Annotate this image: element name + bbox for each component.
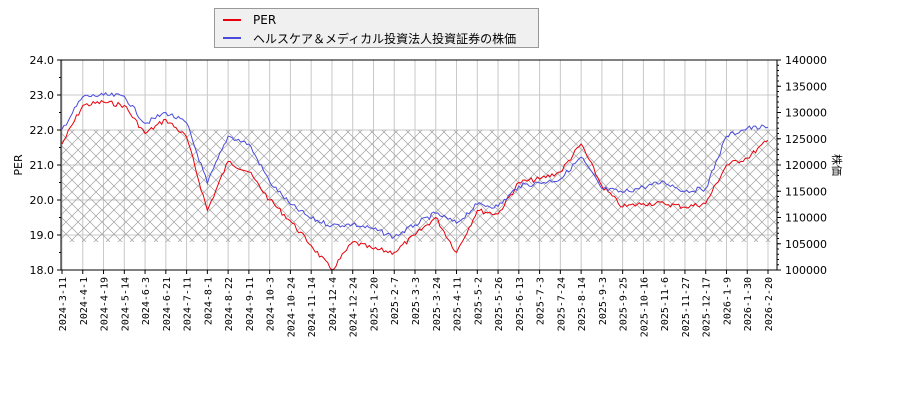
x-tick-label: 2025-8-14: [577, 277, 588, 331]
left-axis-label: PER: [12, 154, 25, 176]
x-tick-label: 2024-9-11: [245, 277, 256, 331]
left-tick-label: 19.0: [30, 229, 55, 242]
right-y-axis: 140000 135000 130000 125000 120000 115000 1100…: [777, 54, 827, 277]
legend-item-price: ヘルスケア＆メディカル投資法人投資証券の株価: [223, 29, 516, 47]
right-tick-label: 115000: [785, 185, 827, 198]
left-tick-label: 18.0: [30, 264, 55, 277]
right-tick-label: 100000: [785, 264, 827, 277]
x-tick-label: 2025-11-27: [681, 277, 692, 337]
left-tick-label: 24.0: [30, 54, 55, 67]
right-tick-label: 125000: [785, 133, 827, 146]
x-tick-label: 2025-6-13: [515, 277, 526, 331]
left-tick-label: 22.0: [30, 124, 55, 137]
x-tick-label: 2026-1-9: [722, 277, 733, 325]
right-axis-label: 株価: [830, 154, 844, 176]
left-tick-label: 23.0: [30, 89, 55, 102]
right-tick-label: 140000: [785, 54, 827, 67]
right-tick-label: 120000: [785, 159, 827, 172]
x-tick-label: 2025-7-3: [536, 277, 547, 325]
x-tick-label: 2024-10-3: [266, 277, 277, 331]
price-line: [61, 92, 769, 240]
left-y-axis: 24.0 23.0 22.0 21.0 20.0 19.0 18.0: [30, 54, 61, 277]
legend-item-per: PER: [223, 11, 276, 29]
x-tick-label: 2026-2-20: [764, 277, 775, 331]
legend-label-per: PER: [253, 13, 277, 27]
x-tick-label: 2024-8-1: [203, 277, 214, 325]
right-tick-label: 105000: [785, 238, 827, 251]
x-tick-label: 2026-1-30: [743, 277, 754, 331]
x-tick-label: 2025-3-3: [411, 277, 422, 325]
x-tick-label: 2025-12-17: [702, 277, 713, 337]
price-line-swatch-icon: [223, 37, 241, 39]
x-tick-label: 2025-5-26: [494, 277, 505, 331]
x-tick-label: 2024-11-14: [307, 277, 318, 337]
legend-label-price: ヘルスケア＆メディカル投資法人投資証券の株価: [253, 31, 517, 46]
x-tick-label: 2025-7-24: [556, 277, 567, 331]
x-axis: 2024-3-11 2024-4-1 2024-4-19 2024-5-14 2024-…: [58, 270, 775, 337]
x-tick-label: 2025-2-7: [390, 277, 401, 325]
x-tick-label: 2024-6-21: [162, 277, 173, 331]
x-tick-label: 2025-10-16: [639, 277, 650, 337]
x-tick-label: 2024-5-14: [120, 277, 131, 331]
x-tick-label: 2024-4-1: [79, 277, 90, 325]
left-tick-label: 20.0: [30, 194, 55, 207]
chart-legend: PER ヘルスケア＆メディカル投資法人投資証券の株価: [214, 8, 539, 48]
series-layer: [61, 92, 769, 271]
per-line-swatch-icon: [223, 19, 241, 21]
x-tick-label: 2024-7-11: [183, 277, 194, 331]
per-line: [61, 99, 769, 271]
x-tick-label: 2025-5-2: [473, 277, 484, 325]
x-tick-label: 2025-3-24: [432, 277, 443, 331]
x-tick-label: 2025-4-11: [453, 277, 464, 331]
x-tick-label: 2025-9-3: [598, 277, 609, 325]
x-tick-label: 2024-4-19: [100, 277, 111, 331]
x-tick-label: 2025-11-6: [660, 277, 671, 331]
left-tick-label: 21.0: [30, 159, 55, 172]
right-tick-label: 110000: [785, 212, 827, 225]
x-tick-label: 2024-12-4: [328, 277, 339, 331]
x-tick-label: 2025-9-25: [619, 277, 630, 331]
x-tick-label: 2024-10-24: [286, 277, 297, 337]
x-tick-label: 2024-12-24: [349, 277, 360, 337]
right-tick-label: 130000: [785, 107, 827, 120]
right-tick-label: 135000: [785, 80, 827, 93]
x-tick-label: 2024-6-3: [141, 277, 152, 325]
x-tick-label: 2025-1-20: [369, 277, 380, 331]
x-tick-label: 2024-8-22: [224, 277, 235, 331]
x-tick-label: 2024-3-11: [58, 277, 69, 331]
